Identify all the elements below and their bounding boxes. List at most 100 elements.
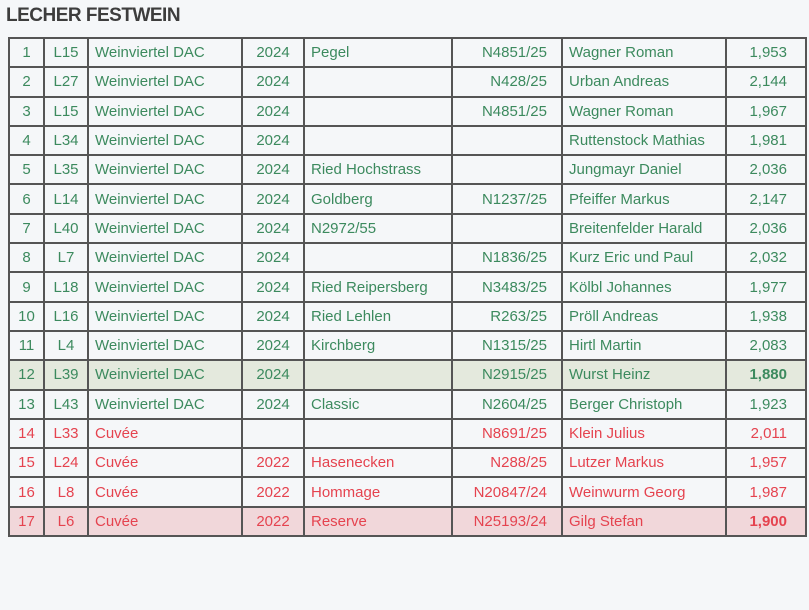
row-number-cell: 15 <box>8 447 45 479</box>
vintage-cell: 2024 <box>241 154 305 186</box>
table-row: 3 L15 Weinviertel DAC 2024 N4851/25 Wagner Ro… <box>8 95 807 127</box>
wine-type-cell: Cuvée <box>87 417 243 450</box>
vintage-cell: 2024 <box>241 36 305 69</box>
wine-type-cell: Weinviertel DAC <box>87 36 243 69</box>
producer-name-cell: Weinwurm Georg <box>561 476 727 508</box>
wine-type-cell: Cuvée <box>87 476 243 508</box>
approval-number-cell <box>451 212 563 245</box>
producer-name-cell: Wagner Roman <box>561 36 727 69</box>
vineyard-site-cell: Reserve <box>303 505 453 538</box>
vineyard-site-cell: Hasenecken <box>303 447 453 479</box>
vintage-cell: 2022 <box>241 476 305 508</box>
approval-number-cell: N4851/25 <box>451 36 563 69</box>
vineyard-site-cell: Hommage <box>303 476 453 508</box>
wine-code-cell: L40 <box>43 212 89 245</box>
producer-name-cell: Pfeiffer Markus <box>561 183 727 215</box>
approval-number-cell: N4851/25 <box>451 95 563 127</box>
score-cell: 1,981 <box>725 124 807 157</box>
vineyard-site-cell <box>303 95 453 127</box>
score-cell: 1,938 <box>725 300 807 332</box>
wine-type-cell: Weinviertel DAC <box>87 212 243 245</box>
row-number-cell: 16 <box>8 476 45 508</box>
approval-number-cell: N20847/24 <box>451 476 563 508</box>
vintage-cell <box>241 417 305 450</box>
approval-number-cell: N25193/24 <box>451 505 563 538</box>
producer-name-cell: Jungmayr Daniel <box>561 154 727 186</box>
table-row: 14 L33 Cuvée N8691/25 Klein Julius 2,011 <box>8 417 807 450</box>
vintage-cell: 2024 <box>241 124 305 157</box>
wine-type-cell: Weinviertel DAC <box>87 183 243 215</box>
score-cell: 1,987 <box>725 476 807 508</box>
approval-number-cell: N2604/25 <box>451 388 563 420</box>
vintage-cell: 2024 <box>241 329 305 362</box>
wine-code-cell: L39 <box>43 359 89 391</box>
row-number-cell: 6 <box>8 183 45 215</box>
wine-code-cell: L34 <box>43 124 89 157</box>
row-number-cell: 12 <box>8 359 45 391</box>
wine-type-cell: Weinviertel DAC <box>87 124 243 157</box>
score-cell: 2,036 <box>725 212 807 245</box>
table-row: 11 L4 Weinviertel DAC 2024 Kirchberg N1315/25… <box>8 329 807 362</box>
vineyard-site-cell <box>303 359 453 391</box>
approval-number-cell: N428/25 <box>451 66 563 98</box>
approval-number-cell: N8691/25 <box>451 417 563 450</box>
producer-name-cell: Berger Christoph <box>561 388 727 420</box>
table-row: 9 L18 Weinviertel DAC 2024 Ried Reipersberg N… <box>8 271 807 303</box>
wine-type-cell: Cuvée <box>87 447 243 479</box>
wine-code-cell: L18 <box>43 271 89 303</box>
producer-name-cell: Gilg Stefan <box>561 505 727 538</box>
score-cell: 1,977 <box>725 271 807 303</box>
row-number-cell: 5 <box>8 154 45 186</box>
score-cell: 2,083 <box>725 329 807 362</box>
producer-name-cell: Hirtl Martin <box>561 329 727 362</box>
table-row: 17 L6 Cuvée 2022 Reserve N25193/24 Gilg Stefan… <box>8 505 807 538</box>
score-cell: 1,923 <box>725 388 807 420</box>
score-cell: 1,900 <box>725 505 807 538</box>
approval-number-cell: N288/25 <box>451 447 563 479</box>
row-number-cell: 10 <box>8 300 45 332</box>
vineyard-site-cell: Ried Lehlen <box>303 300 453 332</box>
table-row: 5 L35 Weinviertel DAC 2024 Ried Hochstrass Ju… <box>8 154 807 186</box>
vintage-cell: 2024 <box>241 300 305 332</box>
vintage-cell: 2024 <box>241 212 305 245</box>
approval-number-cell: N1315/25 <box>451 329 563 362</box>
score-cell: 2,032 <box>725 242 807 274</box>
score-cell: 2,144 <box>725 66 807 98</box>
producer-name-cell: Wurst Heinz <box>561 359 727 391</box>
wine-type-cell: Weinviertel DAC <box>87 388 243 420</box>
score-cell: 1,880 <box>725 359 807 391</box>
row-number-cell: 1 <box>8 36 45 69</box>
producer-name-cell: Lutzer Markus <box>561 447 727 479</box>
vineyard-site-cell: Ried Reipersberg <box>303 271 453 303</box>
table-row: 16 L8 Cuvée 2022 Hommage N20847/24 Weinwurm Ge… <box>8 476 807 508</box>
vintage-cell: 2024 <box>241 66 305 98</box>
wine-type-cell: Weinviertel DAC <box>87 95 243 127</box>
wine-code-cell: L14 <box>43 183 89 215</box>
wine-code-cell: L16 <box>43 300 89 332</box>
document-title: LECHER FESTWEIN <box>6 5 181 26</box>
table-row: 4 L34 Weinviertel DAC 2024 Ruttenstock Mathi… <box>8 124 807 157</box>
vintage-cell: 2022 <box>241 447 305 479</box>
vintage-cell: 2022 <box>241 505 305 538</box>
wine-code-cell: L8 <box>43 476 89 508</box>
table-row: 13 L43 Weinviertel DAC 2024 Classic N2604/25 B… <box>8 388 807 420</box>
wine-code-cell: L15 <box>43 36 89 69</box>
vineyard-site-cell: Goldberg <box>303 183 453 215</box>
wine-code-cell: L6 <box>43 505 89 538</box>
table-row: 12 L39 Weinviertel DAC 2024 N2915/25 Wurst He… <box>8 359 807 391</box>
wine-code-cell: L27 <box>43 66 89 98</box>
vineyard-site-cell: Ried Hochstrass <box>303 154 453 186</box>
vintage-cell: 2024 <box>241 242 305 274</box>
wine-code-cell: L7 <box>43 242 89 274</box>
score-cell: 2,036 <box>725 154 807 186</box>
row-number-cell: 17 <box>8 505 45 538</box>
producer-name-cell: Klein Julius <box>561 417 727 450</box>
vintage-cell: 2024 <box>241 95 305 127</box>
vintage-cell: 2024 <box>241 388 305 420</box>
approval-number-cell: R263/25 <box>451 300 563 332</box>
approval-number-cell: N3483/25 <box>451 271 563 303</box>
wine-code-cell: L24 <box>43 447 89 479</box>
vineyard-site-cell <box>303 124 453 157</box>
table-row: 1 L15 Weinviertel DAC 2024 Pegel N4851/25 Wagn… <box>8 36 807 69</box>
wine-type-cell: Weinviertel DAC <box>87 329 243 362</box>
